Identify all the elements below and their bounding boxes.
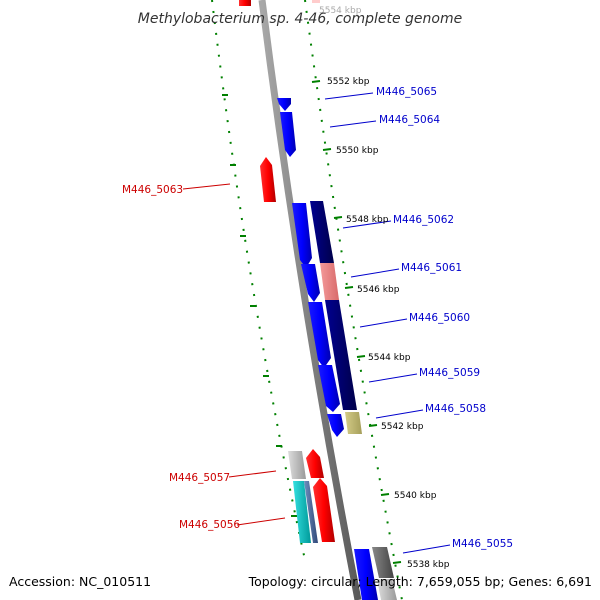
cog-gray-feature xyxy=(377,579,397,600)
scale-label: 5552 kbp xyxy=(327,77,370,87)
gene-M446_5065[interactable] xyxy=(277,98,291,111)
gene-label-M446_5057[interactable]: M446_5057 xyxy=(169,472,230,484)
gene-label-M446_5058[interactable]: M446_5058 xyxy=(425,403,486,415)
scale-label: 5546 kbp xyxy=(357,285,400,295)
gene-label-M446_5055[interactable]: M446_5055 xyxy=(452,538,513,550)
leader-M446_5058 xyxy=(375,409,424,419)
cog-gray-feature xyxy=(288,451,306,479)
gene-label-M446_5065[interactable]: M446_5065 xyxy=(376,86,437,98)
gene-M446_5064[interactable] xyxy=(280,112,296,157)
cog-navy-feature xyxy=(325,300,357,410)
cog-steel-feature xyxy=(304,481,318,543)
cog-pink-feature xyxy=(320,263,339,300)
gene-M446_5056-cds[interactable] xyxy=(313,478,335,542)
feature-tracks xyxy=(239,0,397,600)
gene-label-M446_5061[interactable]: M446_5061 xyxy=(401,262,462,274)
genome-summary-text: Topology: circular; Length: 7,659,055 bp… xyxy=(248,574,592,589)
cog-navy-feature xyxy=(310,201,334,263)
label-leaders xyxy=(182,92,451,554)
gene-M446_5063[interactable] xyxy=(260,157,276,202)
scale-label: 5540 kbp xyxy=(394,491,437,501)
leader-M446_5060 xyxy=(359,318,408,328)
gene-label-M446_5056[interactable]: M446_5056 xyxy=(179,519,240,531)
scale-label: 5542 kbp xyxy=(381,422,424,432)
genome-backbone xyxy=(258,0,362,600)
gene-label-M446_5059[interactable]: M446_5059 xyxy=(419,367,480,379)
leader-M446_5063 xyxy=(182,183,231,190)
leader-M446_5057 xyxy=(228,470,277,478)
scale-label: 5548 kbp xyxy=(346,215,389,225)
gene-M446_5055-cds[interactable] xyxy=(354,549,378,600)
map-title: Methylobacterium sp. 4-46, complete geno… xyxy=(138,11,462,27)
cog-cyan-feature xyxy=(293,481,311,543)
gene-label-M446_5060[interactable]: M446_5060 xyxy=(409,312,470,324)
gene-M446_5059-cds[interactable] xyxy=(318,365,340,412)
leader-M446_5061 xyxy=(350,268,400,278)
scale-label: 5554 kbp xyxy=(319,6,362,16)
leader-M446_5059 xyxy=(368,373,418,383)
cds-minus-feature xyxy=(312,0,320,3)
scale-label: 5538 kbp xyxy=(407,560,450,570)
scale-label: 5544 kbp xyxy=(368,353,411,363)
cds-minus-feature xyxy=(239,0,251,6)
scale-label: 5550 kbp xyxy=(336,146,379,156)
gene-label-M446_5063[interactable]: M446_5063 xyxy=(122,184,183,196)
gene-M446_5057-cds[interactable] xyxy=(306,449,324,478)
gene-label-M446_5064[interactable]: M446_5064 xyxy=(379,114,440,126)
cog-khaki-feature xyxy=(345,412,362,434)
gene-M446_5060-cds[interactable] xyxy=(308,302,331,368)
gene-M446_5061-cds[interactable] xyxy=(301,264,320,302)
leader-M446_5055 xyxy=(402,544,451,554)
leader-M446_5062 xyxy=(342,220,392,229)
gene-M446_5058-cds[interactable] xyxy=(327,414,344,437)
leader-M446_5065 xyxy=(324,92,374,100)
gene-label-M446_5062[interactable]: M446_5062 xyxy=(393,214,454,226)
major-ticks xyxy=(222,80,402,564)
leader-M446_5056 xyxy=(236,517,286,526)
accession-text: Accession: NC_010511 xyxy=(9,574,151,589)
cog-darkgray-feature xyxy=(372,547,394,578)
gene-M446_5062-cds[interactable] xyxy=(292,203,312,268)
leader-M446_5064 xyxy=(329,120,377,128)
